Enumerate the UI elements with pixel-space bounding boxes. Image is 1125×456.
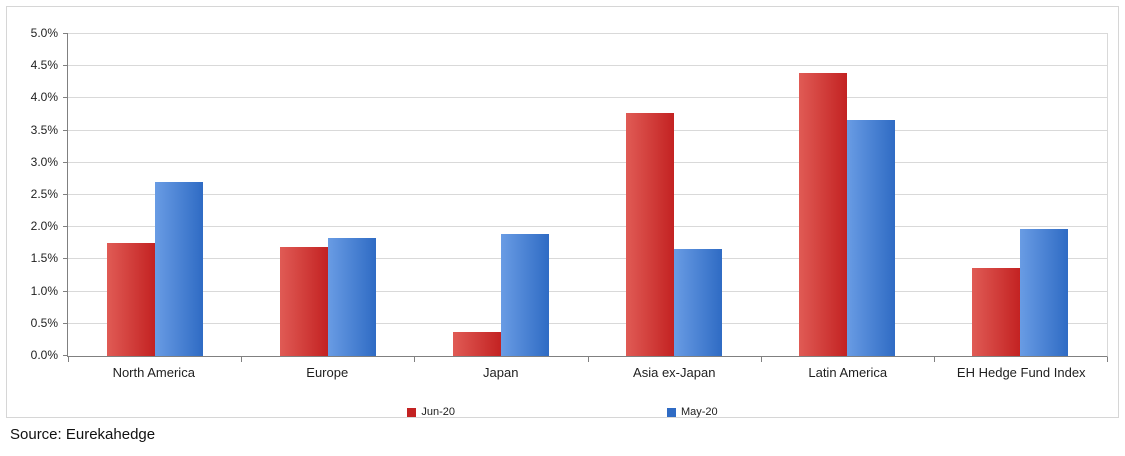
bar-jun-20-1 [279, 246, 328, 356]
bar-may-20-4 [847, 119, 896, 356]
bar-jun-20-2 [452, 331, 501, 356]
legend-label: Jun-20 [421, 406, 455, 418]
legend-swatch-icon [666, 407, 676, 417]
bar-group-4 [761, 34, 934, 356]
y-tick-label: 1.0% [30, 283, 58, 298]
x-tick-label: Europe [306, 365, 349, 380]
y-axis-tick [63, 97, 68, 99]
bar-jun-20-4 [799, 72, 848, 356]
y-tick-label: 4.5% [30, 58, 58, 73]
bar-jun-20-0 [106, 243, 155, 356]
bar-group-3 [588, 34, 761, 356]
y-tick-label: 2.5% [30, 187, 58, 201]
legend-item-may-20: May-20 [666, 406, 718, 418]
legend-swatch-icon [407, 407, 417, 417]
bar-group-0 [68, 34, 241, 356]
y-tick-label: 5.0% [30, 26, 58, 40]
y-axis-labels: 0.0% 0.5% 1.0% 1.5% 2.0% 2.5% 3.0% 3.5% 4.0% 4.5%… [11, 26, 67, 362]
y-tick-label: 3.5% [30, 122, 58, 137]
x-tick-label: Japan [483, 365, 519, 380]
y-axis-tick [63, 258, 68, 260]
y-tick-label: 1.5% [30, 251, 58, 266]
y-tick-label: 3.0% [30, 154, 58, 169]
y-tick-label: 4.0% [30, 90, 58, 105]
legend-label: May-20 [680, 406, 718, 418]
y-tick-label: 0.0% [30, 348, 58, 362]
x-tick-label: Latin America [808, 365, 888, 380]
bar-group-2 [414, 34, 587, 356]
plot-area [63, 33, 1108, 362]
bar-jun-20-5 [972, 267, 1021, 356]
chart-legend: Jun-20 May-20 [7, 406, 1118, 418]
x-axis-tick [68, 357, 69, 362]
chart-figure: 0.0% 0.5% 1.0% 1.5% 2.0% 2.5% 3.0% 3.5% 4.0% 4.5%… [6, 6, 1119, 418]
bar-group-1 [241, 34, 414, 356]
y-axis-tick [63, 129, 68, 131]
y-tick-label: 0.5% [30, 315, 58, 330]
x-tick-label: Asia ex-Japan [633, 365, 716, 380]
y-axis-tick [63, 290, 68, 292]
x-axis-tick [933, 357, 935, 362]
bar-may-20-2 [500, 234, 549, 356]
plot-wrap: North America Europe Japan Asia ex-Japan Lat… [63, 33, 1108, 380]
bar-may-20-5 [1020, 229, 1069, 356]
legend-item-jun-20: Jun-20 [407, 406, 455, 418]
x-axis-tick [414, 357, 416, 362]
bar-may-20-1 [327, 238, 376, 356]
y-tick-label: 2.0% [30, 219, 58, 234]
y-axis-tick [63, 33, 68, 34]
source-note: Source: Eurekahedge [10, 426, 156, 443]
x-axis-tick [241, 357, 243, 362]
bar-may-20-3 [674, 249, 723, 356]
y-axis-tick [63, 322, 68, 324]
bar-group-5 [934, 34, 1107, 356]
x-axis-tick [1107, 357, 1108, 362]
x-axis-tick [760, 357, 762, 362]
y-axis-tick [63, 194, 68, 195]
y-axis-tick [63, 161, 68, 163]
y-axis-tick [63, 226, 68, 228]
bar-may-20-0 [154, 182, 203, 356]
y-axis-tick [63, 355, 68, 356]
y-axis-tick [63, 65, 68, 67]
x-tick-label: North America [112, 365, 195, 380]
bar-chart: 0.0% 0.5% 1.0% 1.5% 2.0% 2.5% 3.0% 3.5% 4.0% 4.5%… [7, 7, 1118, 380]
x-axis-labels: North America Europe Japan Asia ex-Japan Lat… [67, 365, 1108, 380]
x-tick-label: EH Hedge Fund Index [956, 365, 1086, 380]
bar-jun-20-3 [626, 112, 675, 356]
x-axis-tick [587, 357, 589, 362]
